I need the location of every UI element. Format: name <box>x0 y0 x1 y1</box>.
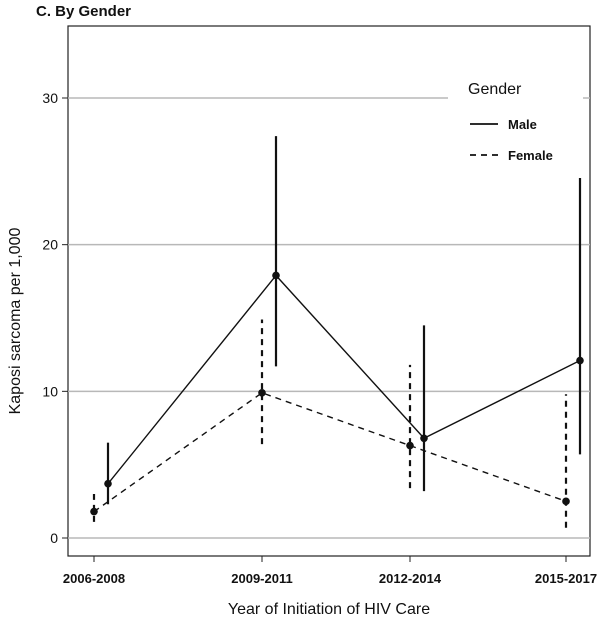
legend: Gender Male Female <box>448 68 583 178</box>
female-data-point <box>90 507 98 516</box>
female-data-point <box>562 497 570 506</box>
legend-title: Gender <box>468 81 522 98</box>
x-tick-label: 2009-2011 <box>231 571 292 586</box>
male-series-line <box>107 274 581 485</box>
chart-title: C. By Gender <box>36 3 131 20</box>
data-series <box>90 136 584 528</box>
x-tick-label: 2006-2008 <box>63 571 125 586</box>
male-data-point <box>420 434 428 443</box>
y-tick-label: 10 <box>42 383 58 399</box>
legend-male-label: Male <box>508 117 537 132</box>
x-tick-label: 2015-2017 <box>535 571 597 586</box>
y-tick-label: 20 <box>42 237 58 253</box>
y-axis-title: Kaposi sarcoma per 1,000 <box>7 228 24 415</box>
legend-female-label: Female <box>508 148 553 163</box>
female-data-point <box>258 389 266 397</box>
plot-panel <box>67 25 591 557</box>
y-axis-ticks: 0 10 20 30 <box>42 90 68 546</box>
x-axis-title: Year of Initiation of HIV Care <box>228 601 430 618</box>
female-data-point <box>406 441 414 450</box>
male-data-point <box>272 271 280 280</box>
legend-box <box>448 68 583 178</box>
y-tick-label: 30 <box>42 90 58 106</box>
x-axis-ticks: 2006-2008 2009-2011 2012-2014 2015-2017 <box>63 556 597 586</box>
male-data-point <box>576 356 584 365</box>
x-tick-label: 2012-2014 <box>379 571 442 586</box>
male-data-point <box>104 479 112 488</box>
y-tick-label: 0 <box>50 530 58 546</box>
female-series-line <box>93 392 567 513</box>
